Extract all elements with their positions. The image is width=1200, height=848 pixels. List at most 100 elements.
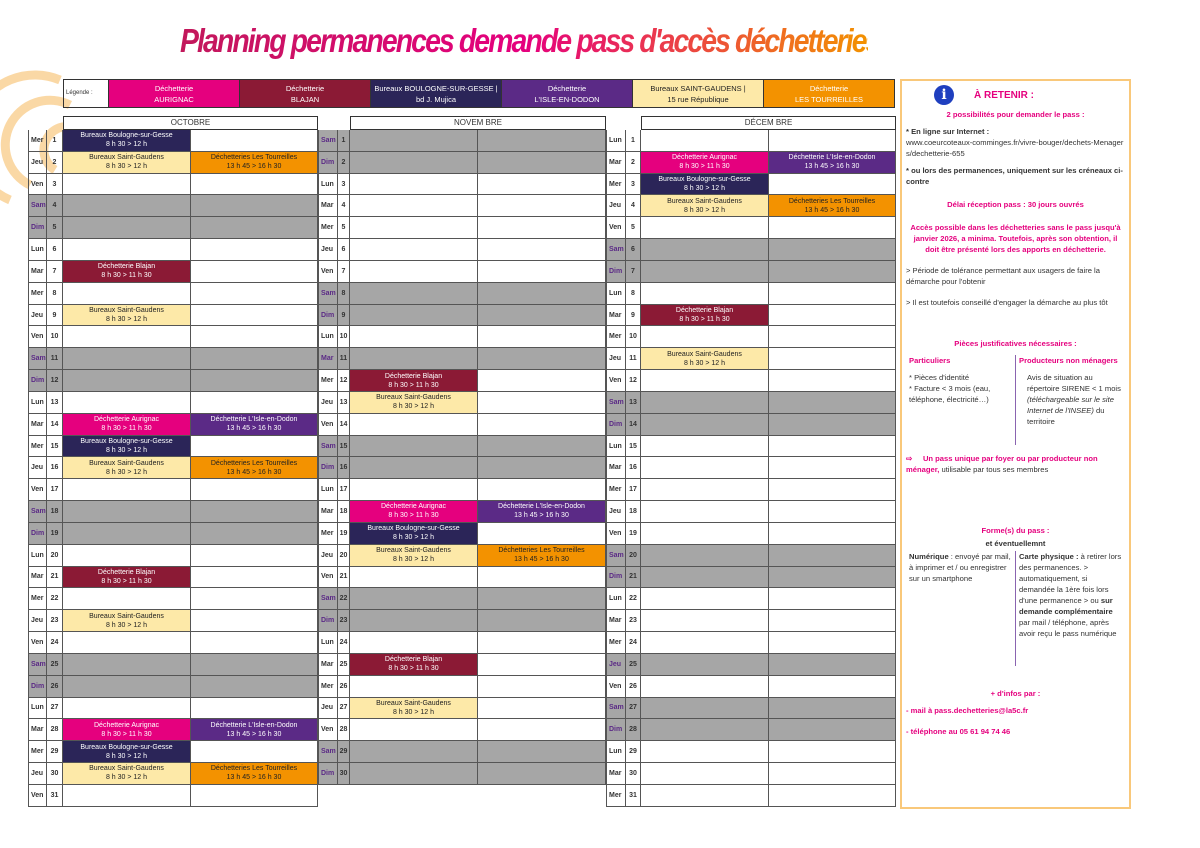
permanences-note: * ou lors des permanences, uniquement su… xyxy=(906,166,1123,186)
empty-slot xyxy=(478,566,606,588)
slot-hours: 8 h 30 > 12 h xyxy=(105,316,148,324)
slot-sg: Bureaux Saint-Gaudens 8 h 30 > 12 h xyxy=(350,697,478,719)
slot-place: Déchetteries Les Tourreilles xyxy=(498,547,585,555)
day-row: Ven 21 xyxy=(318,566,606,589)
day-name: Mar xyxy=(606,610,626,632)
day-name: Jeu xyxy=(318,697,338,719)
slot-hours: 8 h 30 > 12 h xyxy=(105,752,148,760)
slot-place: Déchetterie Aurignac xyxy=(381,503,446,511)
day-number: 2 xyxy=(626,151,641,173)
legend-line1: Bureaux SAINT-GAUDENS | xyxy=(650,83,746,93)
empty-slot xyxy=(191,522,318,544)
day-number: 30 xyxy=(626,763,641,784)
slot-bo: Bureaux Boulogne-sur-Gesse 8 h 30 > 12 h xyxy=(63,435,191,457)
empty-slot xyxy=(769,348,896,370)
day-row: Mer 19 Bureaux Boulogne-sur-Gesse 8 h 30 > … xyxy=(318,522,606,545)
day-number: 17 xyxy=(338,479,350,501)
day-number: 21 xyxy=(626,566,641,588)
empty-slot xyxy=(478,282,606,304)
mail-link[interactable]: - mail à pass.dechetteries@la5c.fr xyxy=(906,706,1029,715)
day-name: Mer xyxy=(606,173,626,195)
slot-hours: 13 h 45 > 16 h 30 xyxy=(226,730,282,738)
day-number: 18 xyxy=(47,501,63,522)
empty-slot xyxy=(478,719,606,741)
day-name: Mer xyxy=(28,741,47,763)
phone-link[interactable]: - téléphone au 05 61 94 74 46 xyxy=(906,727,1011,736)
empty-slot xyxy=(63,391,191,413)
day-row: Ven 7 xyxy=(318,260,606,283)
doc-item: Avis de situation au répertoire SIRENE <… xyxy=(1027,373,1121,393)
empty-slot xyxy=(641,501,769,522)
day-name: Sam xyxy=(318,741,338,763)
day-row: Lun 15 xyxy=(606,435,896,458)
day-row: Jeu 9 Bureaux Saint-Gaudens 8 h 30 > 12 h xyxy=(28,304,318,327)
day-name: Lun xyxy=(318,632,338,653)
day-number: 12 xyxy=(338,370,350,391)
day-row: Mer 1 Bureaux Boulogne-sur-Gesse 8 h 30 > 1… xyxy=(28,130,318,152)
empty-slot xyxy=(191,741,318,763)
empty-slot xyxy=(191,173,318,195)
day-row: Jeu 2 Bureaux Saint-Gaudens 8 h 30 > 12 h Dé… xyxy=(28,151,318,174)
day-number: 13 xyxy=(338,391,350,413)
empty-slot xyxy=(478,457,606,479)
empty-slot xyxy=(350,457,478,479)
day-row: Mar 28 Déchetterie Aurignac 8 h 30 > 11 h 3… xyxy=(28,719,318,742)
empty-slot xyxy=(769,479,896,501)
online-label: * En ligne sur Internet : xyxy=(906,127,990,136)
empty-slot xyxy=(191,217,318,239)
day-name: Mer xyxy=(606,326,626,348)
day-row: Ven 3 xyxy=(28,173,318,196)
day-row: Sam 15 xyxy=(318,435,606,458)
day-row: Lun 29 xyxy=(606,741,896,764)
day-name: Lun xyxy=(606,588,626,610)
slot-hours: 13 h 45 > 16 h 30 xyxy=(804,206,860,214)
slot-bl: Déchetterie Blajan 8 h 30 > 11 h 30 xyxy=(350,370,478,391)
empty-slot xyxy=(191,435,318,457)
day-number: 21 xyxy=(47,566,63,588)
empty-slot xyxy=(63,544,191,566)
day-number: 24 xyxy=(47,632,63,653)
empty-slot xyxy=(191,632,318,653)
empty-slot xyxy=(350,479,478,501)
empty-slot xyxy=(350,741,478,763)
slot-bo: Bureaux Boulogne-sur-Gesse 8 h 30 > 12 h xyxy=(641,173,769,195)
empty-slot xyxy=(350,260,478,282)
day-number: 8 xyxy=(338,282,350,304)
empty-slot xyxy=(191,391,318,413)
slot-place: Déchetterie Aurignac xyxy=(672,154,737,162)
infos-title: + d'infos par : xyxy=(990,689,1041,698)
day-row: Ven 14 xyxy=(318,413,606,436)
day-row: Lun 20 xyxy=(28,544,318,567)
day-name: Jeu xyxy=(318,239,338,260)
day-name: Dim xyxy=(318,151,338,173)
day-number: 19 xyxy=(626,522,641,544)
day-name: Mer xyxy=(28,282,47,304)
slot-sg: Bureaux Saint-Gaudens 8 h 30 > 12 h xyxy=(63,763,191,784)
empty-slot xyxy=(478,675,606,697)
slot-to: Déchetteries Les Tourreilles 13 h 45 > 16… xyxy=(769,195,896,217)
empty-slot xyxy=(350,304,478,326)
day-row: Ven 10 xyxy=(28,326,318,349)
day-row: Dim 2 xyxy=(318,151,606,174)
day-row: Sam 27 xyxy=(606,697,896,720)
day-name: Dim xyxy=(318,763,338,784)
website-link[interactable]: www.coeurcoteaux-comminges.fr/vivre-boug… xyxy=(906,138,1124,158)
slot-sg: Bureaux Saint-Gaudens 8 h 30 > 12 h xyxy=(641,348,769,370)
day-name: Mer xyxy=(28,588,47,610)
slot-is: Déchetterie L'Isle-en-Dodon 13 h 45 > 16 … xyxy=(769,151,896,173)
empty-slot xyxy=(191,479,318,501)
empty-slot xyxy=(641,653,769,675)
empty-slot xyxy=(63,239,191,260)
day-number: 14 xyxy=(626,413,641,435)
particuliers-title: Particuliers xyxy=(909,356,951,365)
empty-slot xyxy=(641,675,769,697)
empty-slot xyxy=(769,173,896,195)
day-row: Mar 4 xyxy=(318,195,606,218)
month-header: OCTOBRE xyxy=(63,116,318,130)
empty-slot xyxy=(191,260,318,282)
empty-slot xyxy=(769,544,896,566)
day-row: Lun 3 xyxy=(318,173,606,196)
day-number: 19 xyxy=(47,522,63,544)
slot-bl: Déchetterie Blajan 8 h 30 > 11 h 30 xyxy=(350,653,478,675)
